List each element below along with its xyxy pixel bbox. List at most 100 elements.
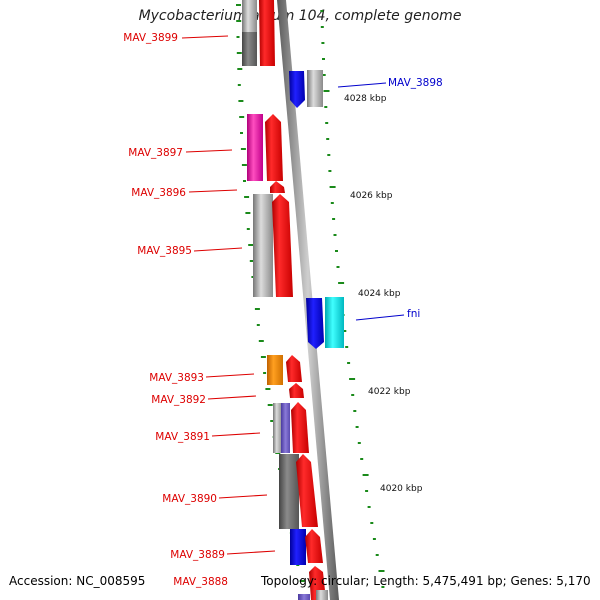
tick-mark (320, 26, 324, 28)
scale-labels: 4028 kbp 4026 kbp 4024 kbp 4022 kbp 4020… (344, 94, 423, 494)
gene-label: MAV_3896 (131, 187, 186, 199)
gene-mav-3896-red (270, 181, 285, 193)
gene-fni-cyan (325, 297, 344, 348)
gene-mav-3891-grey (273, 403, 282, 453)
gene-mav-3893-orange (267, 355, 283, 385)
gene-fni-blue (306, 298, 324, 349)
tick-mark (327, 154, 331, 156)
tick-mark (378, 570, 385, 572)
gene-mav-3899-dark (242, 32, 257, 66)
scale-label: 4024 kbp (358, 289, 401, 299)
gene-mav-3888-lavender (298, 594, 310, 600)
scale-label: 4028 kbp (344, 94, 387, 104)
gene-label: MAV_3891 (155, 431, 210, 443)
tick-mark (254, 308, 260, 310)
gene-mav-3888-grey (316, 590, 328, 600)
tick-mark (322, 58, 325, 60)
label-leaders (181, 35, 405, 555)
tick-mark (357, 442, 361, 444)
tick-mark (360, 458, 364, 460)
gene-label: MAV_3888 (173, 576, 228, 588)
tick-mark (345, 346, 349, 348)
gene-mav-3899-grey (242, 0, 257, 32)
accession-text: Accession: NC_008595 (9, 574, 146, 588)
tick-mark (263, 372, 267, 374)
tick-mark (332, 218, 336, 220)
gene-mav-3898-grey (307, 70, 323, 107)
tick-mark (335, 250, 338, 252)
tick-mark (237, 68, 243, 70)
scale-label: 4026 kbp (350, 191, 393, 201)
tick-mark (238, 100, 244, 102)
gene-mav-3890-dark (279, 454, 299, 529)
gene-mav-3897-pink (247, 114, 263, 181)
tick-mark (236, 52, 242, 54)
gene-label: MAV_3892 (151, 394, 206, 406)
tick-mark (236, 4, 241, 6)
tick-mark (241, 164, 247, 166)
scale-label: 4022 kbp (368, 387, 411, 397)
tick-mark (237, 84, 241, 86)
tick-mark (330, 202, 334, 204)
tick-mark (322, 74, 326, 76)
gene-mav-3892-red (289, 383, 304, 398)
gene-label: MAV_3898 (388, 77, 443, 89)
tick-mark (243, 180, 246, 182)
gene-mav-3893-red (286, 355, 302, 382)
tick-mark (381, 586, 385, 588)
scale-label: 4020 kbp (380, 484, 423, 494)
gene-mav-3895-red (272, 194, 293, 297)
tick-mark (239, 116, 245, 118)
tick-mark (265, 388, 271, 390)
tick-mark (240, 148, 246, 150)
gene-mav-3891-red (291, 402, 309, 453)
tick-mark (365, 490, 369, 492)
tick-mark (347, 362, 351, 364)
gene-mav-3889-blue (290, 529, 306, 565)
tick-mark (249, 260, 255, 262)
gene-label: MAV_3890 (162, 493, 217, 505)
tick-mark (299, 580, 305, 582)
tick-mark (367, 506, 371, 508)
tick-mark (343, 330, 347, 332)
gene-mav-3889-red (305, 529, 323, 563)
tick-mark (351, 394, 355, 396)
tick-mark (325, 122, 329, 124)
tick-mark (329, 186, 336, 188)
gene-mav-3898-blue (289, 71, 305, 108)
tick-mark (236, 36, 240, 38)
gene-mav-3895-grey (253, 194, 273, 297)
gene-label: fni (407, 308, 420, 320)
gene-features (242, 0, 344, 600)
tick-mark (349, 378, 356, 380)
tick-mark (270, 420, 274, 422)
gene-label: MAV_3899 (123, 32, 178, 44)
tick-mark (240, 132, 243, 134)
tick-mark (256, 324, 260, 326)
tick-mark (245, 212, 251, 214)
gene-mav-3897-red (265, 114, 283, 181)
gene-label: MAV_3889 (170, 549, 225, 561)
tick-mark (328, 170, 332, 172)
tick-mark (355, 426, 359, 428)
tick-mark (375, 554, 379, 556)
tick-mark (370, 522, 374, 524)
tick-mark (372, 538, 376, 540)
tick-mark (236, 20, 242, 22)
tick-mark (323, 90, 330, 92)
tick-mark (336, 266, 340, 268)
gene-label: MAV_3895 (137, 245, 192, 257)
tick-mark (324, 106, 328, 108)
tick-mark (260, 356, 266, 358)
gene-label: MAV_3897 (128, 147, 183, 159)
tick-mark (333, 234, 337, 236)
genome-summary-text: Topology: circular; Length: 5,475,491 bp… (261, 574, 591, 588)
tick-mark (258, 340, 264, 342)
tick-mark (267, 404, 273, 406)
tick-mark (362, 474, 369, 476)
tick-mark (326, 138, 330, 140)
map-title: Mycobacterium avium 104, complete genome (138, 8, 462, 24)
gene-labels-left: MAV_3899 MAV_3897 MAV_3896 MAV_3895 MAV_… (123, 32, 228, 588)
